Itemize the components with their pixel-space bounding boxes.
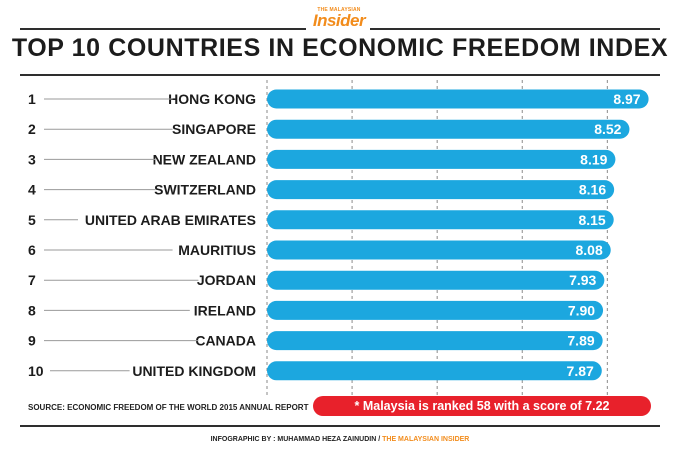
rank-label: 2	[28, 121, 36, 137]
rank-label: 9	[28, 333, 36, 349]
category-label: CANADA	[195, 333, 256, 349]
rank-label: 7	[28, 272, 36, 288]
bar	[267, 210, 614, 230]
category-label: MAURITIUS	[178, 242, 256, 258]
data-label: 7.93	[569, 272, 596, 288]
header-rule-right	[370, 28, 660, 30]
credit-outlet: THE MALAYSIAN INSIDER	[382, 436, 470, 443]
header-rule-left	[20, 28, 306, 30]
bar	[267, 180, 615, 200]
category-label: UNITED ARAB EMIRATES	[85, 212, 256, 228]
category-label: SWITZERLAND	[154, 182, 256, 198]
category-label: UNITED KINGDOM	[132, 363, 256, 379]
bar	[267, 89, 649, 109]
category-label: HONG KONG	[168, 91, 256, 107]
malaysia-note-badge: * Malaysia is ranked 58 with a score of …	[313, 396, 651, 416]
data-label: 7.90	[568, 302, 595, 318]
infographic-credit: INFOGRAPHIC BY : MUHAMMAD HEZA ZAINUDIN …	[0, 436, 680, 443]
bar	[267, 331, 603, 351]
bar	[267, 300, 604, 320]
source-note: SOURCE: ECONOMIC FREEDOM OF THE WORLD 20…	[28, 403, 309, 412]
data-label: 7.89	[567, 333, 594, 349]
category-label: IRELAND	[194, 302, 256, 318]
chart-title: TOP 10 COUNTRIES IN ECONOMIC FREEDOM IND…	[11, 34, 669, 62]
rank-label: 3	[28, 151, 36, 167]
rank-label: 4	[28, 182, 36, 198]
bar	[267, 119, 630, 139]
rank-label: 8	[28, 302, 36, 318]
bar	[267, 270, 605, 290]
category-label: JORDAN	[197, 272, 256, 288]
logo-small-text: THE MALAYSIAN	[317, 7, 361, 13]
logo-header: THE MALAYSIAN Insider	[0, 8, 680, 30]
data-label: 8.16	[579, 182, 606, 198]
category-label: NEW ZEALAND	[153, 151, 256, 167]
rank-label: 10	[28, 363, 44, 379]
data-label: 7.87	[567, 363, 594, 379]
title-rule	[20, 74, 660, 76]
publication-logo: THE MALAYSIAN Insider	[308, 8, 370, 30]
credit-prefix: INFOGRAPHIC BY : MUHAMMAD HEZA ZAINUDIN …	[210, 436, 383, 443]
rank-label: 1	[28, 91, 36, 107]
data-label: 8.97	[613, 91, 640, 107]
bar	[267, 361, 602, 381]
data-label: 8.52	[594, 121, 621, 137]
data-label: 8.15	[578, 212, 605, 228]
bar	[267, 240, 611, 260]
rank-label: 5	[28, 212, 36, 228]
data-label: 8.08	[575, 242, 602, 258]
data-label: 8.19	[580, 151, 607, 167]
bar	[267, 149, 616, 169]
footer-rule	[20, 425, 660, 427]
logo-big-text: Insider	[312, 11, 366, 30]
category-label: SINGAPORE	[172, 121, 256, 137]
rank-label: 6	[28, 242, 36, 258]
